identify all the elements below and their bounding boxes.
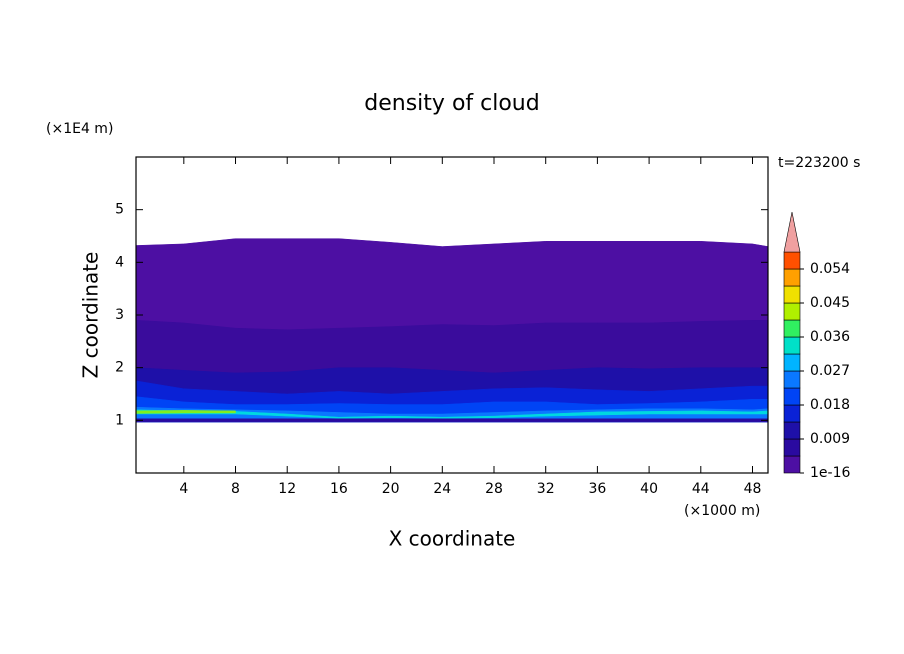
contour-band — [136, 409, 768, 419]
colorbar-bin — [783, 336, 801, 355]
contour-band — [136, 410, 236, 414]
colorbar-tick-label: 0.009 — [810, 431, 850, 447]
y-tick-label: 1 — [115, 412, 124, 428]
colorbar-bin — [783, 370, 801, 389]
colorbar-bin — [783, 353, 801, 372]
x-tick-label: 28 — [485, 481, 503, 497]
y-unit: (×1E4 m) — [46, 121, 113, 137]
contour-field — [136, 238, 768, 423]
colorbar-bin — [783, 251, 801, 270]
y-tick-label: 4 — [115, 254, 124, 270]
x-axis-label: X coordinate — [389, 527, 516, 551]
chart-title: density of cloud — [364, 91, 539, 116]
x-tick-label: 36 — [588, 481, 606, 497]
y-tick-label: 3 — [115, 307, 124, 323]
colorbar-bin — [783, 319, 801, 338]
x-tick-label: 8 — [231, 481, 240, 497]
colorbar-bin — [783, 268, 801, 287]
colorbar-bin — [783, 302, 801, 321]
colorbar-bin — [783, 387, 801, 406]
x-tick-label: 12 — [278, 481, 296, 497]
colorbar-bin — [783, 404, 801, 423]
colorbar-bin — [783, 438, 801, 457]
colorbar-bin — [783, 455, 801, 474]
y-tick-label: 5 — [115, 202, 124, 218]
y-axis-label: Z coordinate — [79, 252, 103, 379]
x-tick-label: 16 — [330, 481, 348, 497]
colorbar-tick-label: 0.045 — [810, 295, 850, 311]
x-tick-label: 48 — [744, 481, 762, 497]
colorbar-tick-label: 0.027 — [810, 363, 850, 379]
colorbar-bin — [783, 421, 801, 440]
colorbar-bin — [783, 285, 801, 304]
x-tick-label: 44 — [692, 481, 710, 497]
colorbar-tick-label: 0.054 — [810, 261, 850, 277]
colorbar-extension — [783, 211, 801, 253]
colorbar-tick-label: 0.036 — [810, 329, 850, 345]
colorbar-tick-label: 1e-16 — [810, 465, 850, 481]
x-tick-label: 40 — [640, 481, 658, 497]
y-tick-label: 2 — [115, 360, 124, 376]
x-tick-label: 20 — [382, 481, 400, 497]
x-tick-label: 4 — [179, 481, 188, 497]
x-unit: (×1000 m) — [684, 503, 760, 519]
contour-band — [136, 418, 768, 423]
x-tick-label: 32 — [537, 481, 555, 497]
x-tick-label: 24 — [433, 481, 451, 497]
time-label: t=223200 s — [778, 155, 860, 171]
colorbar-tick-label: 0.018 — [810, 397, 850, 413]
